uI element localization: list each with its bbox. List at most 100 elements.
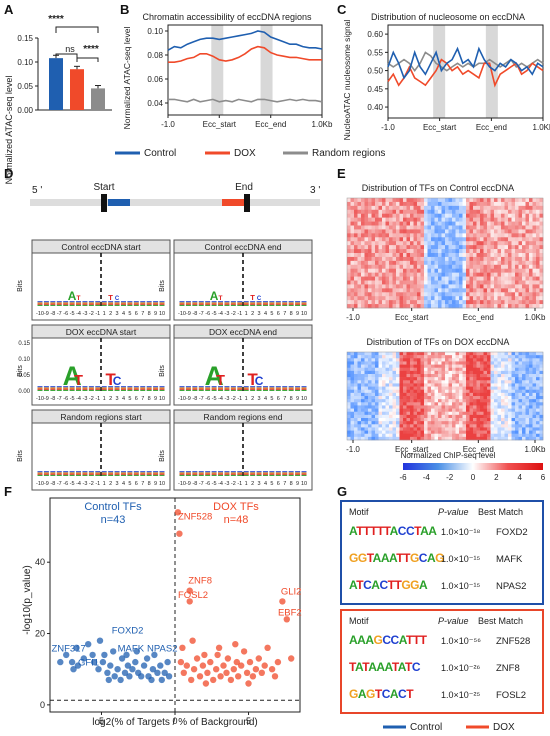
panel-e-heat-cell [441, 260, 446, 266]
panel-d-logo-base-stack [179, 387, 185, 389]
panel-e-heat-cell [354, 276, 358, 281]
panel-e-heat-cell [420, 392, 425, 397]
panel-d-logo-letter: T [216, 373, 225, 389]
panel-e-heat-cell [515, 272, 519, 277]
panel-e-heat-cell [441, 405, 446, 409]
panel-e-heat-cell [459, 249, 463, 254]
panel-e-heat-cell [357, 389, 362, 394]
panel-d-logo-base-stack [192, 304, 198, 306]
panel-e-heat-cell [385, 392, 390, 397]
panel-d-logo-base-stack [224, 302, 230, 304]
panel-e-heat-cell [494, 213, 498, 218]
panel-d-logo-base-stack [120, 388, 126, 390]
panel-e-heat-cell [385, 276, 390, 281]
panel-e-heat-cell [371, 411, 376, 416]
panel-e-heat-cell [413, 352, 418, 356]
panel-e-heat-cell [427, 408, 432, 413]
panel-e-heat-cell [399, 355, 404, 359]
panel-e-heat-cell [434, 292, 439, 297]
panel-e-heat-cell [364, 201, 369, 207]
panel-e-heat-cell [525, 408, 530, 413]
panel-e-heat-cell [431, 217, 435, 222]
panel-d-logo-base-stack [82, 389, 88, 391]
panel-e-heat-cell [487, 304, 491, 309]
panel-e-heat-cell [406, 205, 411, 211]
panel-e-heat-cell [445, 213, 449, 218]
panel-d-logo-base-stack [243, 387, 249, 389]
panel-e-heat-cell [455, 198, 460, 203]
panel-e-heat-cell [483, 292, 488, 297]
panel-e-heat-cell [518, 377, 523, 381]
panel-e-heat-cell [532, 296, 537, 301]
panel-e-heat-cell [361, 209, 365, 215]
panel-d-motif-logos: 5 ' 3 ' Start End Control eccDNA startBi… [17, 182, 320, 491]
panel-e-heat-cell [445, 377, 449, 381]
panel-e-heat-cell [378, 386, 383, 391]
panel-e-heat-cell [389, 217, 393, 222]
panel-e-heat-cell [487, 389, 491, 394]
panel-e-heat-cell [490, 421, 495, 425]
panel-d-logo-base-stack [114, 304, 120, 306]
panel-e-heat-cell [466, 367, 470, 372]
panel-e-heat-cell [392, 296, 397, 301]
panel-e-heat-cell [424, 392, 428, 397]
panel-e-heat-cell [532, 284, 537, 289]
panel-e-heat-cell [434, 370, 439, 375]
panel-e-heat-cell [378, 380, 383, 384]
panel-e-heat-cell [364, 304, 369, 309]
panel-f-point-dox [186, 587, 193, 594]
panel-e-heat-cell [399, 249, 404, 254]
panel-e-heat-cell [396, 433, 400, 438]
panel-e-heat-cell [508, 392, 512, 397]
panel-g-pvalue: 1.0×10⁻²⁶ [441, 663, 481, 673]
panel-e-heat-cell [504, 213, 509, 218]
panel-e-heat-cell [382, 217, 386, 222]
panel-e-heat-cell [508, 229, 512, 234]
panel-d-logo-base-stack [237, 301, 243, 303]
panel-e-heat-cell [466, 389, 470, 394]
panel-e-heat-cell [494, 433, 498, 438]
panel-e-heat-cell [497, 377, 502, 381]
panel-e-heat-cell [539, 201, 544, 207]
panel-d-xtick-label: -5 [212, 311, 217, 317]
panel-e-heat-cell [462, 198, 467, 203]
panel-e-heat-cell [466, 233, 470, 238]
panel-e-heat-cell [354, 374, 358, 378]
panel-e-heat-cell [469, 364, 474, 369]
panel-e-heat-cell [452, 217, 456, 222]
panel-e-heat-cell [522, 256, 526, 262]
panel-e-heat-cell [508, 436, 512, 441]
panel-e-heat-cell [424, 237, 428, 242]
panel-d-logo-base-stack [211, 471, 217, 473]
panel-e-heat-cell [438, 402, 442, 406]
panel-e-heat-cell [532, 225, 537, 230]
panel-f-point-dox [224, 655, 232, 662]
panel-e-heat-cell [357, 249, 362, 254]
panel-e-heat-cell [424, 396, 428, 400]
panel-e-heat-cell [539, 233, 544, 238]
panel-e-heat-cell [497, 352, 502, 356]
panel-d-ytick-label: 0.10 [18, 357, 30, 363]
panel-e-heat-cell [445, 205, 449, 211]
panel-e-heat-cell [375, 402, 379, 406]
panel-e-heat-cell [350, 383, 355, 387]
panel-e-heat-cell [438, 292, 442, 297]
panel-d-logo-base-stack [198, 388, 204, 390]
panel-e-heat-cell [504, 296, 509, 301]
panel-e-heat-cell [434, 436, 439, 441]
panel-e-heat-cell [501, 260, 505, 266]
panel-e-heat-cell [392, 205, 397, 211]
panel-d-xtick-label: 4 [122, 311, 125, 317]
panel-e-heat-cell [403, 389, 407, 394]
panel-e-heat-cell [389, 380, 393, 384]
panel-e-heat-cell [361, 405, 365, 409]
panel-e-heat-cell [459, 411, 463, 416]
panel-e-heat-cell [445, 292, 449, 297]
panel-e-heat-cell [480, 280, 484, 285]
panel-e-heat-cell [494, 364, 498, 369]
panel-e-heat-cell [529, 383, 533, 387]
panel-e-heat-cell [361, 414, 365, 419]
panel-e-heat-cell [420, 280, 425, 285]
panel-e-heat-cell [490, 217, 495, 222]
panel-e-heat-cell [382, 386, 386, 391]
